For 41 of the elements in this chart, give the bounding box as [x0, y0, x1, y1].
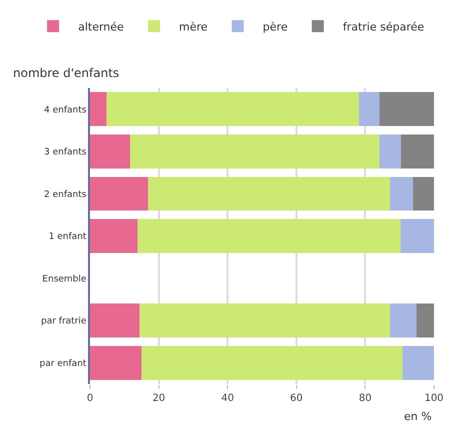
y-tick-label: 3 enfants [44, 148, 87, 158]
bar [90, 176, 148, 211]
bar [402, 346, 434, 380]
bar [140, 304, 390, 338]
bar [413, 176, 434, 211]
bar [90, 219, 138, 253]
x-tick-label: 40 [221, 393, 234, 404]
bar [142, 346, 403, 380]
legend-label: fratrie séparée [342, 20, 424, 34]
legend-label: mère [179, 20, 208, 34]
bar [379, 92, 434, 126]
y-axis-title: nombre d'enfants [13, 66, 120, 80]
x-tick-label: 100 [424, 393, 444, 404]
x-tick-label: 60 [290, 393, 303, 404]
x-tick-label: 20 [152, 393, 166, 404]
y-tick-label: 1 enfant [48, 232, 87, 242]
x-tick-label: 80 [358, 393, 372, 404]
bar [390, 304, 416, 338]
bar [90, 346, 142, 380]
bar [90, 92, 107, 126]
bar [106, 92, 360, 126]
y-tick-label: 2 enfants [44, 190, 87, 200]
legend-label: père [262, 20, 288, 34]
bar [90, 134, 130, 168]
bar [90, 304, 140, 338]
bar [379, 134, 401, 168]
legend-label: alternée [78, 20, 124, 34]
y-tick-label: par fratrie [40, 316, 87, 327]
bar [359, 92, 380, 126]
bar [400, 219, 434, 253]
y-tick-label: par enfant [39, 359, 87, 370]
bar [416, 304, 434, 338]
bar [137, 219, 400, 253]
y-tick-label: 4 enfants [44, 105, 87, 116]
bar [148, 176, 390, 211]
bar [390, 176, 414, 211]
bar [130, 134, 380, 168]
bar [400, 134, 434, 168]
y-tick-label: Ensemble [42, 274, 87, 284]
x-tick-label: 0 [86, 393, 94, 404]
x-axis-title: en % [404, 410, 432, 423]
